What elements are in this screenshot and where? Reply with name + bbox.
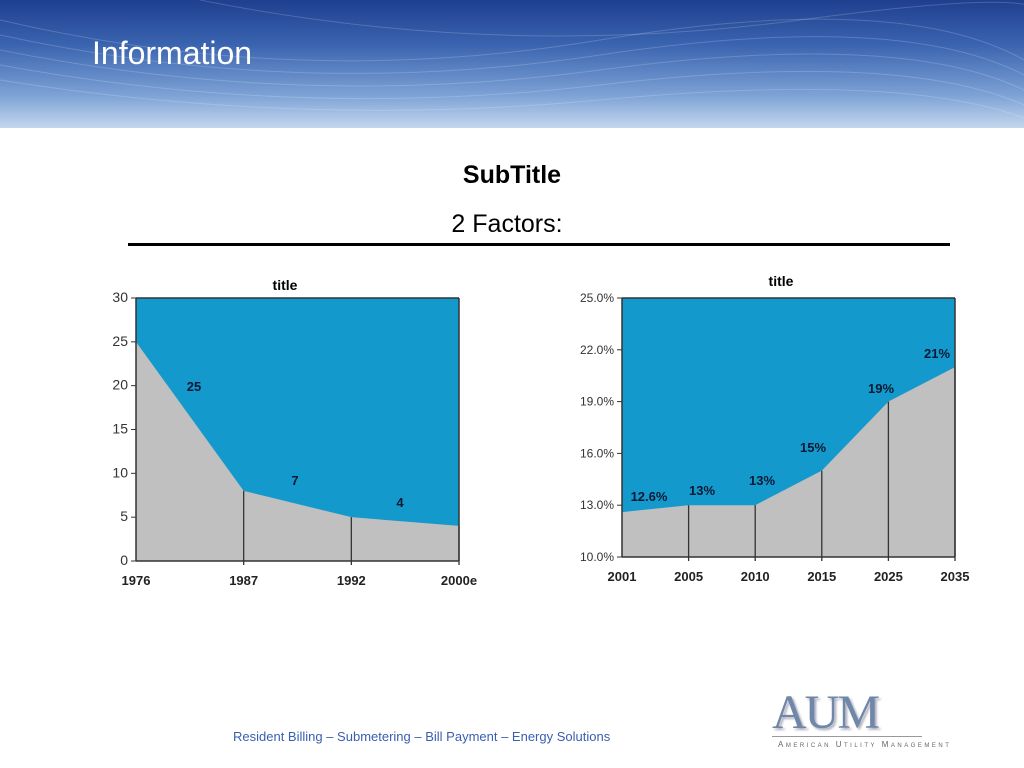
- lower-area-1: [622, 367, 955, 557]
- y-tick-label: 25: [112, 333, 128, 349]
- logo-main: AUM: [772, 686, 880, 739]
- slide-title: Information: [92, 35, 253, 71]
- header-banner: Information: [0, 0, 1024, 128]
- x-tick-label: 1992: [337, 573, 366, 588]
- y-tick-label: 10.0%: [580, 550, 614, 564]
- y-tick-label: 0: [120, 552, 128, 568]
- divider: [128, 243, 950, 246]
- x-tick-label: 2035: [941, 569, 970, 584]
- logo-line: [772, 736, 922, 737]
- logo-sub: American Utility Management: [778, 740, 952, 749]
- y-tick-label: 15: [112, 421, 128, 437]
- y-tick-label: 10: [112, 464, 128, 480]
- x-tick-label: 2010: [741, 569, 770, 584]
- y-tick-label: 19.0%: [580, 395, 614, 409]
- x-tick-label: 2001: [608, 569, 637, 584]
- y-tick-label: 30: [112, 289, 128, 305]
- company-logo: AUM American Utility Management: [772, 686, 1002, 756]
- x-tick-label: 1976: [122, 573, 151, 588]
- slide-subtitle: SubTitle: [462, 161, 562, 189]
- data-label: 19%: [868, 381, 894, 396]
- y-tick-label: 25.0%: [580, 291, 614, 305]
- data-label: 25: [187, 379, 201, 394]
- chart-title: title: [769, 273, 794, 289]
- data-label: 12.6%: [631, 489, 668, 504]
- data-label: 7: [291, 473, 298, 488]
- y-tick-label: 16.0%: [580, 446, 614, 460]
- data-label: 4: [396, 495, 404, 510]
- x-tick-label: 1987: [229, 573, 258, 588]
- x-tick-label: 2005: [674, 569, 703, 584]
- y-tick-label: 13.0%: [580, 498, 614, 512]
- x-tick-label: 2015: [807, 569, 836, 584]
- banner-wave-decoration: [0, 0, 1024, 119]
- y-tick-label: 22.0%: [580, 343, 614, 357]
- lower-area-0: [136, 341, 459, 561]
- y-tick-label: 20: [112, 377, 128, 393]
- chart-title: title: [273, 277, 298, 293]
- y-tick-label: 5: [120, 508, 128, 524]
- data-label: 21%: [924, 346, 950, 361]
- x-tick-label: 2025: [874, 569, 903, 584]
- footer-text: Resident Billing – Submetering – Bill Pa…: [233, 729, 611, 744]
- data-label: 13%: [749, 473, 775, 488]
- factors-label: 2 Factors:: [451, 210, 563, 238]
- x-tick-label: 2000e: [441, 573, 477, 588]
- data-label: 13%: [689, 483, 715, 498]
- data-label: 15%: [800, 440, 826, 455]
